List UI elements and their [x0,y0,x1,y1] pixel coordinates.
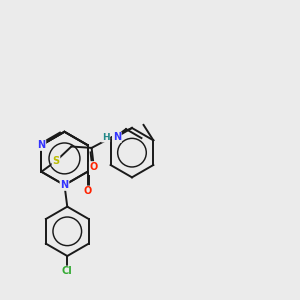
Text: S: S [52,156,59,166]
Text: O: O [83,186,92,197]
Text: H: H [102,133,110,142]
Text: O: O [90,162,98,172]
Text: N: N [60,180,68,190]
Text: Cl: Cl [62,266,73,276]
Text: N: N [113,132,121,142]
Text: N: N [37,140,46,150]
